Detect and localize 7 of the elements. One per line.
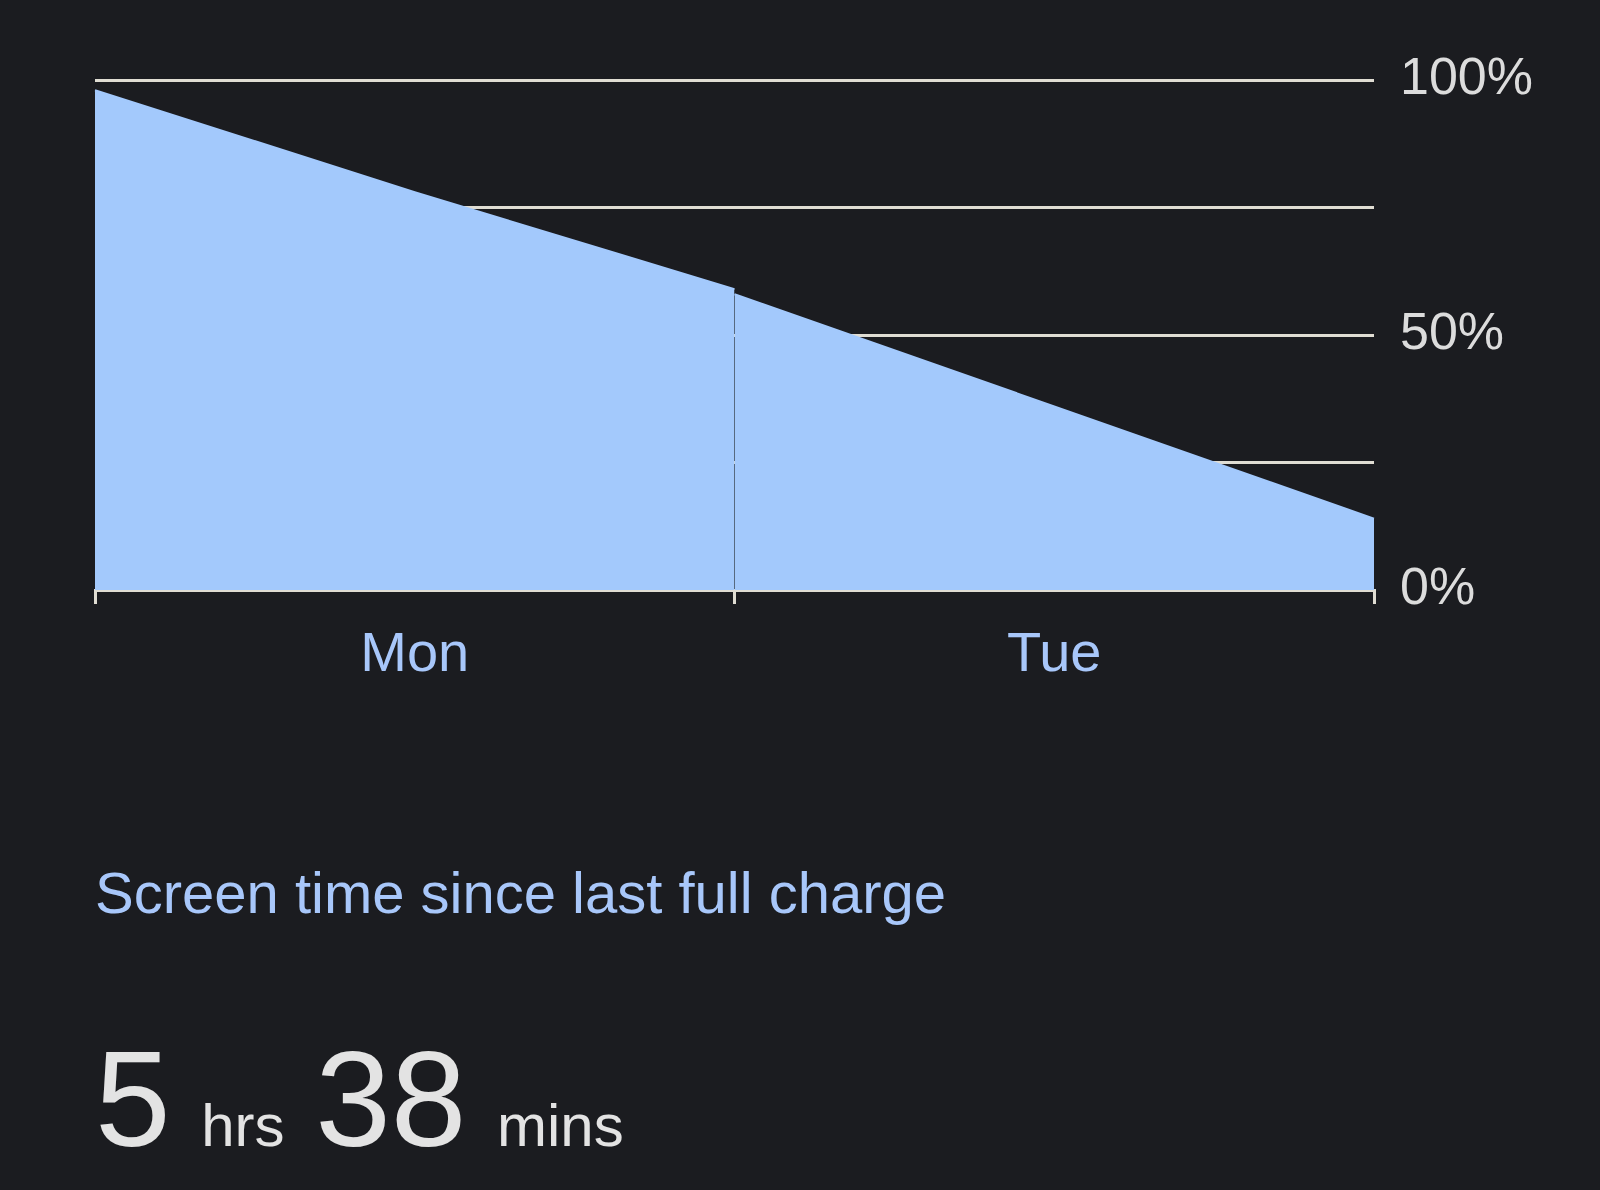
x-tick-label: Mon [360,620,470,684]
y-tick-label: 0% [1400,557,1476,616]
text: 5 hrs 38 mins [95,1023,624,1175]
y-tick-label: 50% [1400,302,1505,361]
text: Screen time since last full charge [95,860,947,925]
y-tick-label: 100% [1400,47,1533,106]
x-tick-label: Tue [1007,620,1102,684]
